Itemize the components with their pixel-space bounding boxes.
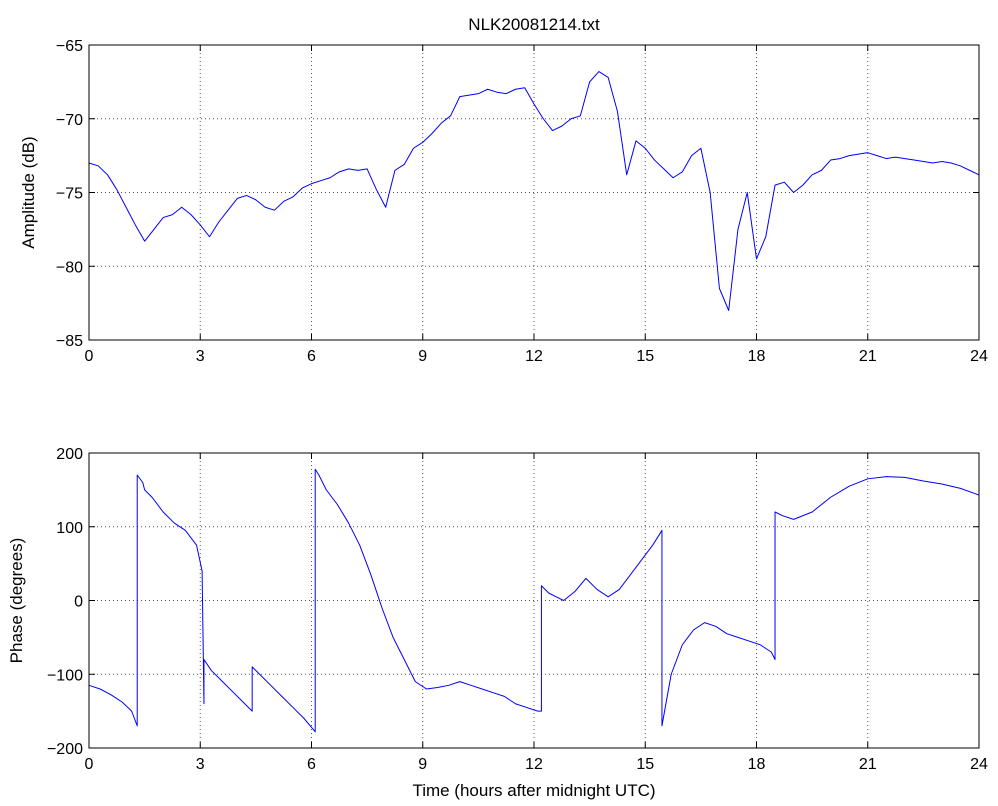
amplitude-y-tick-label: −65 [56, 38, 83, 55]
phase-x-tick-label: 24 [970, 756, 988, 773]
amplitude-ticks: 0 3 6 9 12 15 18 21 24 −85 −80 −75 −70 −65 [56, 38, 988, 365]
time-x-axis-label: Time (hours after midnight UTC) [412, 781, 655, 800]
phase-y-tick-label: −100 [47, 667, 83, 684]
phase-x-tick-label: 0 [85, 756, 94, 773]
phase-x-tick-label: 15 [636, 756, 654, 773]
amplitude-y-axis-label: Amplitude (dB) [19, 136, 38, 248]
amplitude-x-tick-label: 3 [196, 348, 205, 365]
amplitude-y-tick-label: −85 [56, 333, 83, 350]
amplitude-x-tick-label: 21 [859, 348, 877, 365]
phase-series-line [88, 468, 980, 733]
amplitude-x-tick-label: 9 [418, 348, 427, 365]
phase-x-tick-label: 12 [525, 756, 543, 773]
phase-y-tick-label: 200 [56, 446, 83, 463]
phase-plot [88, 468, 980, 733]
phase-x-tick-label: 18 [748, 756, 766, 773]
phase-y-axis-label: Phase (degrees) [7, 538, 26, 664]
amplitude-x-tick-label: 24 [970, 348, 988, 365]
amplitude-y-tick-label: −75 [56, 186, 83, 203]
amplitude-x-tick-label: 12 [525, 348, 543, 365]
phase-x-tick-label: 6 [307, 756, 316, 773]
phase-y-tick-label: 100 [56, 520, 83, 537]
phase-ticks: 0 3 6 9 12 15 18 21 24 −200 −100 0 100 200 [47, 446, 988, 773]
amplitude-chart-title: NLK20081214.txt [468, 15, 600, 34]
phase-y-tick-label: −200 [47, 741, 83, 758]
phase-x-tick-label: 3 [196, 756, 205, 773]
amplitude-plot [88, 71, 980, 311]
amplitude-gridlines [89, 45, 979, 340]
amplitude-x-tick-label: 18 [748, 348, 766, 365]
amplitude-x-tick-label: 0 [85, 348, 94, 365]
amplitude-x-tick-label: 6 [307, 348, 316, 365]
phase-axes: 0 3 6 9 12 15 18 21 24 −200 −100 0 100 200 Phase (deg… [7, 446, 988, 800]
phase-y-tick-label: 0 [74, 594, 83, 611]
amplitude-axes: NLK20081214.txt 0 3 6 9 12 15 18 21 24 −85 −80 −75 −… [19, 15, 988, 365]
phase-x-tick-label: 9 [418, 756, 427, 773]
amplitude-y-tick-label: −80 [56, 259, 83, 276]
amplitude-series-line [88, 71, 980, 311]
amplitude-y-tick-label: −70 [56, 112, 83, 129]
amplitude-x-tick-label: 15 [636, 348, 654, 365]
phase-gridlines [89, 453, 979, 748]
phase-x-tick-label: 21 [859, 756, 877, 773]
